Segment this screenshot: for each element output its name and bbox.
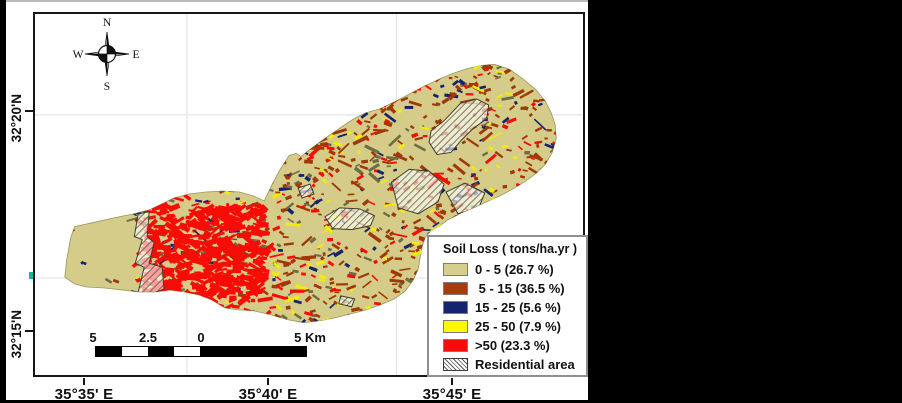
x-axis-label: 35°40' E xyxy=(238,386,298,403)
scale-bar xyxy=(95,346,307,357)
scale-segment xyxy=(174,347,200,356)
compass-star xyxy=(84,31,130,77)
compass-rose: N S W E xyxy=(73,17,140,93)
scale-segment xyxy=(148,347,174,356)
x-axis-label: 35°35' E xyxy=(54,386,114,403)
y-axis-label: 32°20'N xyxy=(9,94,24,143)
legend-swatch-25-50 xyxy=(443,320,468,333)
frame-artifact-mark xyxy=(29,272,33,279)
compass-west-label: W xyxy=(73,49,84,61)
legend-item: 15 - 25 (5.6 %) xyxy=(443,298,582,317)
compass-north-label: N xyxy=(103,17,112,29)
x-tick-35-35 xyxy=(83,378,85,385)
legend-item: 25 - 50 (7.9 %) xyxy=(443,317,582,336)
scale-label: 0 xyxy=(197,330,205,345)
legend-swatch-residential xyxy=(443,358,468,371)
legend-title: Soil Loss ( tons/ha.yr ) xyxy=(443,242,578,256)
legend-item-label: 0 - 5 (26.7 %) xyxy=(475,262,554,277)
black-side-panel xyxy=(588,0,902,403)
legend-item-label: 15 - 25 (5.6 %) xyxy=(475,300,561,315)
legend-swatch-over-50 xyxy=(443,339,468,352)
legend: Soil Loss ( tons/ha.yr ) 0 - 5 (26.7 %) … xyxy=(427,235,588,377)
legend-item-label: 5 - 15 (36.5 %) xyxy=(475,281,565,296)
scale-label: 5 xyxy=(89,330,97,345)
y-tick-32-15 xyxy=(25,330,33,332)
legend-swatch-5-15 xyxy=(443,282,468,295)
legend-swatch-0-5 xyxy=(443,263,468,276)
scale-segment xyxy=(96,347,122,356)
legend-item: 5 - 15 (36.5 %) xyxy=(443,279,582,298)
map-figure: 35°35' E 35°40' E 35°45' E 32°20'N 32°15… xyxy=(6,0,588,403)
legend-swatch-15-25 xyxy=(443,301,468,314)
scale-segment xyxy=(122,347,148,356)
legend-item: 0 - 5 (26.7 %) xyxy=(443,260,582,279)
compass-south-label: S xyxy=(104,81,110,93)
legend-item: Residential area xyxy=(443,355,582,374)
y-axis-label: 32°15'N xyxy=(9,310,24,359)
legend-item: >50 (23.3 %) xyxy=(443,336,582,355)
scale-label: 5 Km xyxy=(294,330,326,345)
scale-segment xyxy=(200,347,306,356)
legend-item-label: Residential area xyxy=(475,357,575,372)
y-tick-32-20 xyxy=(25,110,33,112)
scale-label: 2.5 xyxy=(138,330,158,345)
compass-east-label: E xyxy=(132,49,139,61)
x-tick-35-45 xyxy=(451,378,453,385)
x-tick-35-40 xyxy=(267,378,269,385)
legend-item-label: >50 (23.3 %) xyxy=(475,338,550,353)
legend-item-label: 25 - 50 (7.9 %) xyxy=(475,319,561,334)
x-axis-label: 35°45' E xyxy=(422,386,482,403)
residential-hatch-areas xyxy=(133,98,490,315)
